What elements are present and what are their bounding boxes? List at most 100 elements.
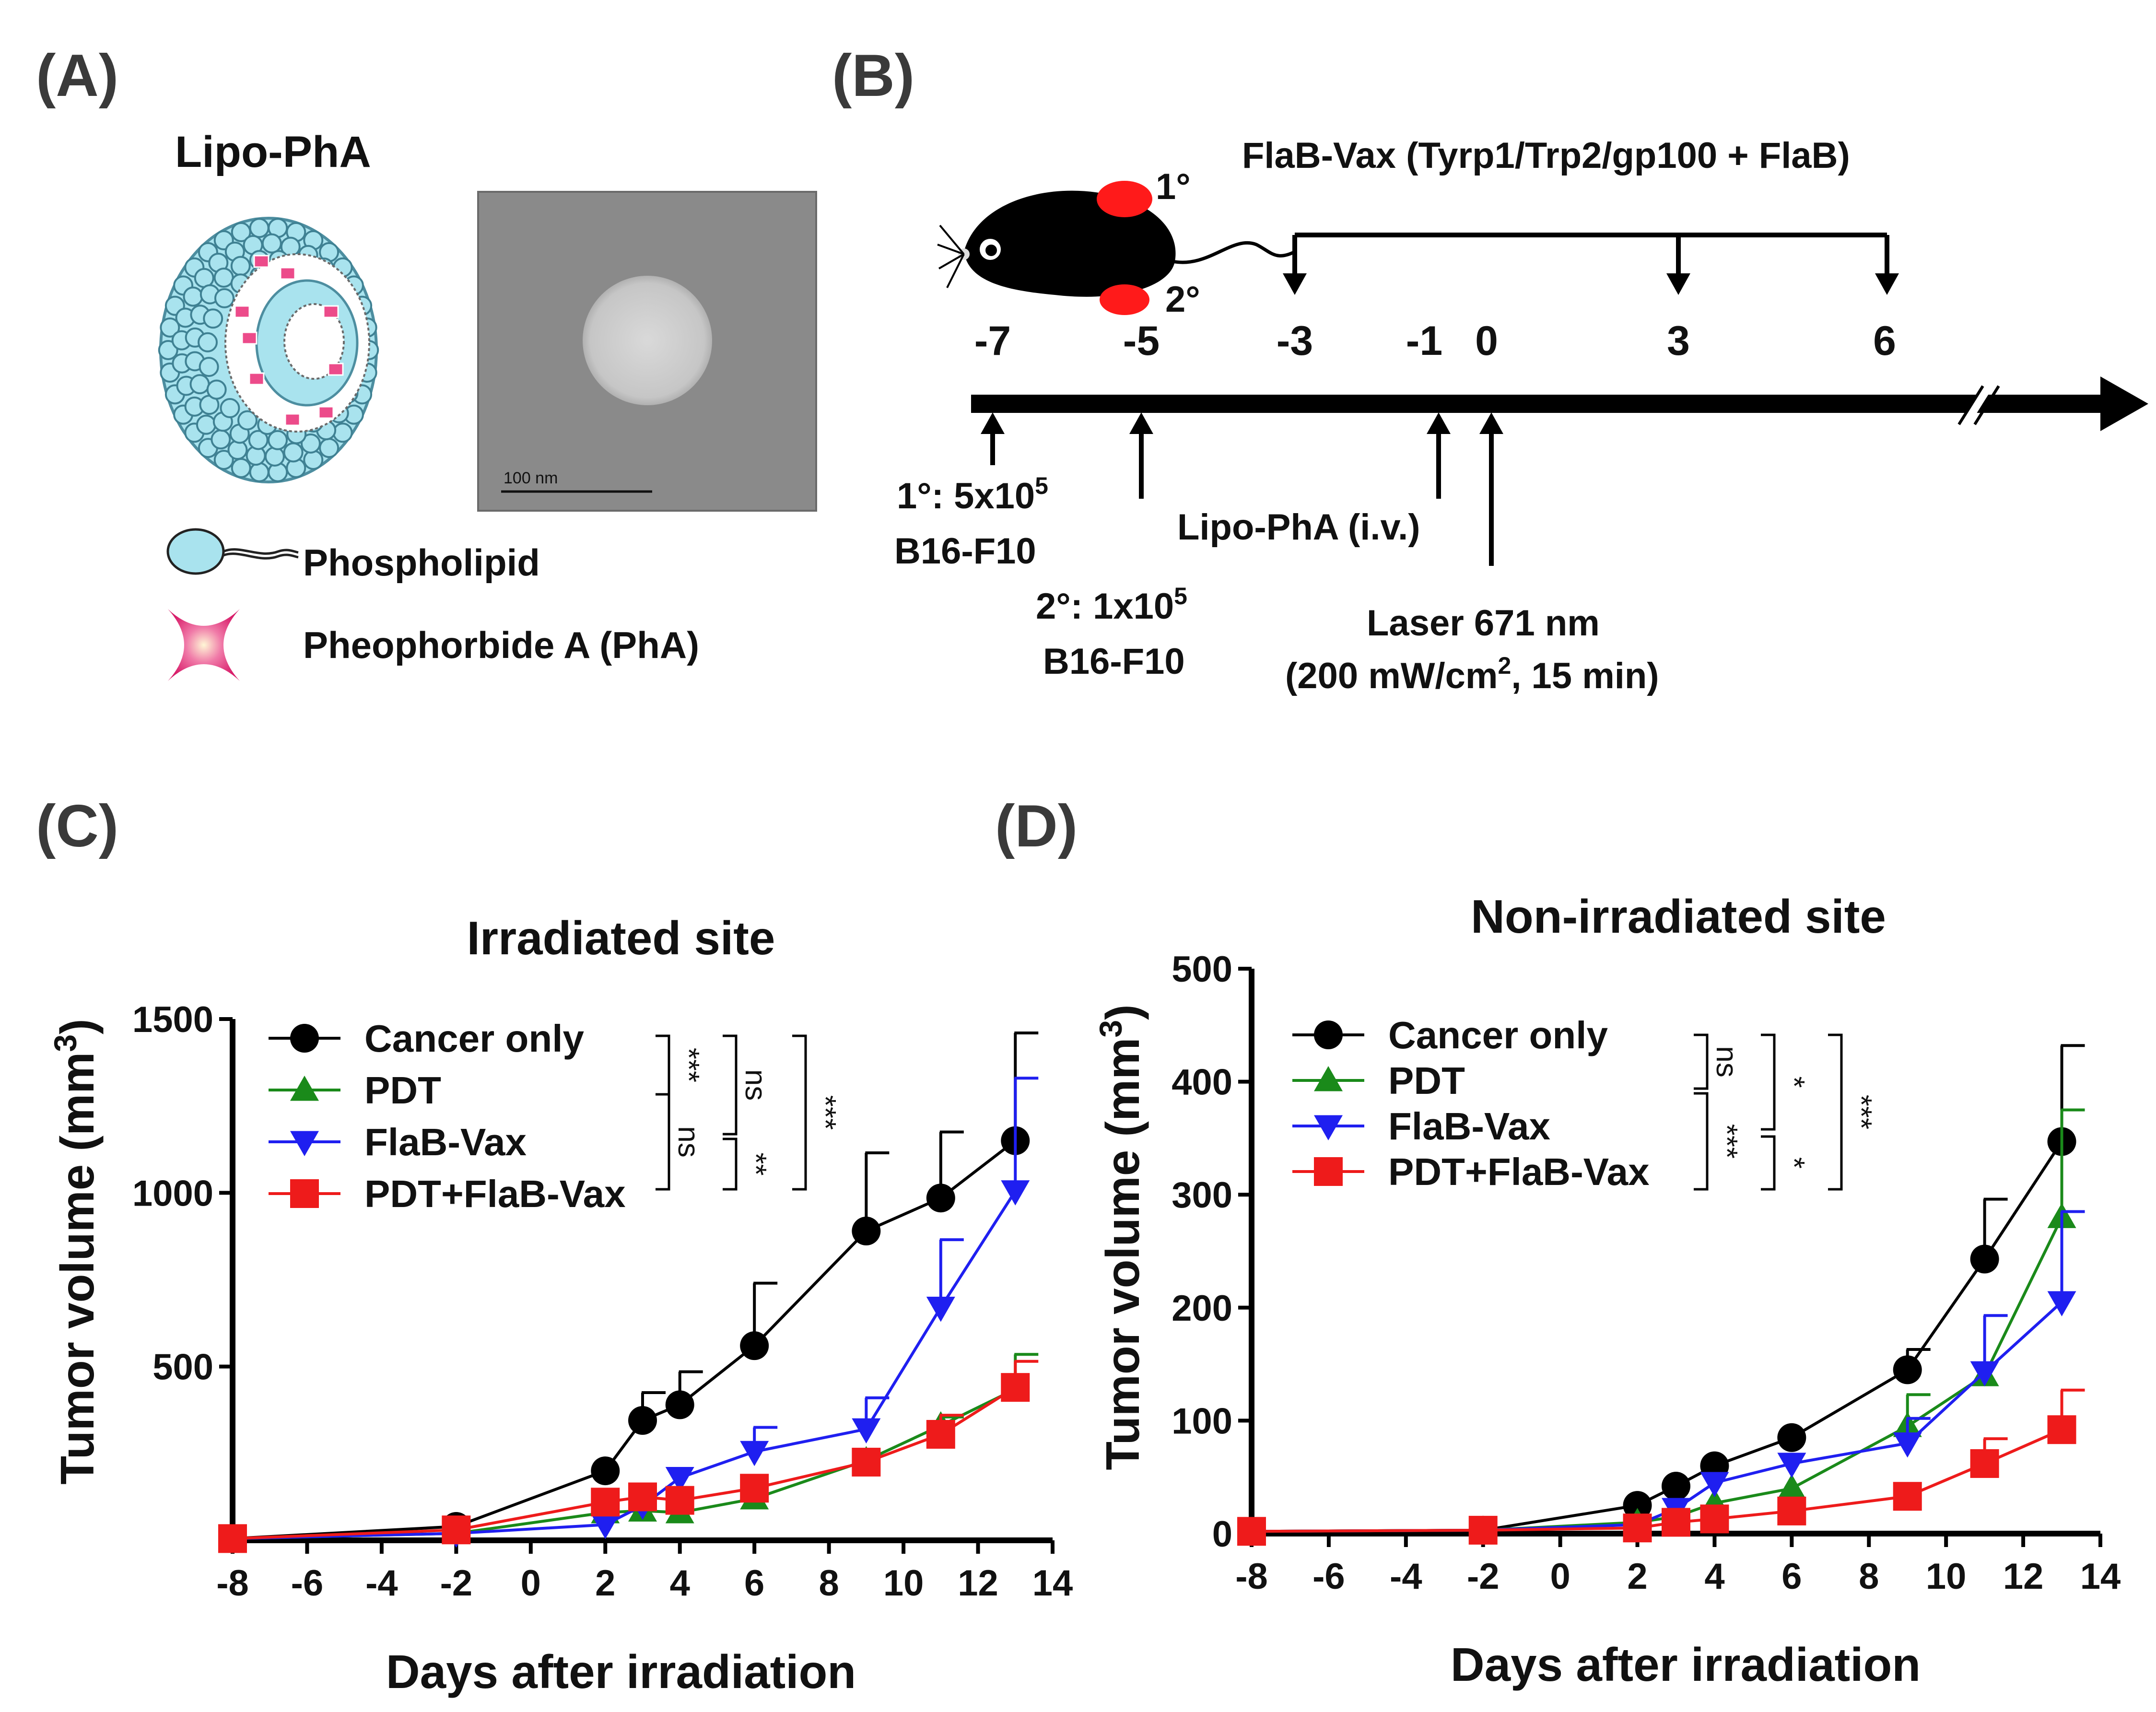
vaccination-arrows xyxy=(1283,233,1899,295)
y-tick-label: 100 xyxy=(1172,1401,1232,1442)
legend-label: Cancer only xyxy=(1388,1014,1608,1056)
legend-item: PDT xyxy=(1292,1059,1465,1102)
significance-bracket: ns xyxy=(656,1093,705,1191)
lipid-head xyxy=(283,442,304,463)
vaccine-label: FlaB-Vax (Tyrp1/Trp2/gp100 + FlaB) xyxy=(1242,135,1850,176)
legend-label: PDT+FlaB-Vax xyxy=(364,1173,626,1215)
data-point xyxy=(1700,1504,1729,1534)
significance-bracket: ns xyxy=(1694,1033,1743,1090)
significance-label: ns xyxy=(1710,1046,1743,1077)
y-tick-label: 200 xyxy=(1172,1288,1232,1329)
lipid-head xyxy=(261,233,282,254)
legend-marker xyxy=(1314,1115,1343,1140)
x-tick-label: 4 xyxy=(1704,1556,1724,1597)
significance-bracket: *** xyxy=(792,1034,842,1191)
significance-bracket: *** xyxy=(1694,1092,1743,1191)
data-point xyxy=(1970,1449,1999,1478)
legend-marker xyxy=(1314,1066,1343,1091)
panel-a: (A) Lipo-PhA 100 nm Phospholip xyxy=(36,43,817,681)
legend-item: FlaB-Vax xyxy=(1292,1105,1550,1148)
legend-item: Cancer only xyxy=(1292,1014,1608,1056)
pha-molecule xyxy=(318,406,334,419)
legend-marker xyxy=(290,1131,319,1156)
day-label: -3 xyxy=(1277,318,1313,364)
bracket-line xyxy=(656,1034,670,1096)
bracket-line xyxy=(1761,1135,1776,1191)
bracket-line xyxy=(723,1137,738,1191)
data-point xyxy=(740,1441,769,1466)
data-point xyxy=(1662,1472,1690,1501)
data-point xyxy=(665,1390,694,1419)
x-tick-label: 12 xyxy=(958,1563,998,1604)
legend-label: PDT+FlaB-Vax xyxy=(1388,1150,1650,1193)
lipid-head xyxy=(160,317,180,338)
primary-inoculation-label: 1°: 5x105 xyxy=(897,472,1048,516)
mouse-illustration: 1° 2° xyxy=(937,166,1296,320)
data-point xyxy=(2047,1415,2076,1444)
lipid-head xyxy=(249,462,270,482)
data-point xyxy=(926,1296,955,1322)
x-tick-label: 0 xyxy=(521,1563,541,1604)
chart-d-title: Non-irradiated site xyxy=(1471,890,1886,943)
data-point xyxy=(665,1486,694,1515)
primary-cell-line: B16-F10 xyxy=(894,531,1036,572)
data-point xyxy=(852,1217,881,1246)
bracket-line xyxy=(1761,1033,1776,1131)
legend-label: PDT xyxy=(1388,1059,1465,1102)
lipid-head xyxy=(268,430,288,450)
series-flab-vax xyxy=(218,1077,1039,1553)
lipid-head xyxy=(211,429,231,450)
data-point xyxy=(1468,1515,1498,1545)
pha-molecule xyxy=(234,305,250,318)
data-point xyxy=(591,1513,620,1539)
bracket-line xyxy=(723,1034,738,1136)
data-point xyxy=(2047,1291,2076,1317)
data-point xyxy=(1662,1508,1690,1537)
panel-c: (C) Irradiated site -8 -6 -4 -2 0 2 4 6 8 10 12 14 5… xyxy=(36,793,1073,1698)
lipid-head xyxy=(237,410,258,431)
data-point xyxy=(852,1447,881,1477)
legend-item: FlaB-Vax xyxy=(269,1121,527,1163)
chart-non-irradiated-site: -8 -6 -4 -2 0 2 4 6 8 10 12 14 0 100 200 300 400 500 Cance… xyxy=(1172,949,2121,1597)
x-tick-label: -6 xyxy=(291,1563,324,1604)
lipid-head xyxy=(332,422,353,443)
legend-item: PDT xyxy=(269,1069,441,1112)
data-point xyxy=(1623,1491,1652,1520)
secondary-inoculation-label: 2°: 1x105 xyxy=(1036,583,1187,627)
x-tick-label: -4 xyxy=(1390,1556,1422,1597)
y-tick-label: 300 xyxy=(1172,1175,1232,1216)
legend-item: Cancer only xyxy=(269,1017,584,1060)
lipid-head xyxy=(264,446,285,467)
lipid-head xyxy=(213,268,234,288)
data-point xyxy=(1777,1453,1806,1478)
lipid-head xyxy=(183,286,203,307)
tem-vesicle xyxy=(583,276,712,405)
legend-item: PDT+FlaB-Vax xyxy=(269,1173,626,1215)
significance-bracket: *** xyxy=(1828,1033,1877,1191)
data-point xyxy=(1777,1423,1806,1452)
pha-icon xyxy=(168,609,240,681)
panel-a-label: (A) xyxy=(36,43,118,109)
phospholipid-icon xyxy=(166,528,299,575)
legend-label: PDT xyxy=(364,1069,441,1112)
bracket-line xyxy=(792,1034,807,1191)
x-tick-label: 10 xyxy=(883,1563,924,1604)
data-point xyxy=(591,1456,620,1486)
x-tick-label: 8 xyxy=(1859,1556,1879,1597)
x-tick-label: 8 xyxy=(819,1563,839,1604)
pha-molecule xyxy=(323,305,339,318)
laser-label: Laser 671 nm xyxy=(1367,603,1600,644)
data-point xyxy=(926,1184,955,1213)
lipid-head xyxy=(300,433,321,454)
data-point xyxy=(665,1467,694,1492)
legend-pha: Pheophorbide A (PhA) xyxy=(303,624,699,666)
significance-label: ** xyxy=(739,1152,772,1175)
significance-label: *** xyxy=(1710,1124,1743,1159)
lipid-head xyxy=(214,288,234,308)
significance-label: ns xyxy=(739,1069,772,1101)
lipid-head xyxy=(203,308,223,329)
bracket-line xyxy=(1694,1033,1709,1090)
lipid-head xyxy=(248,430,269,450)
data-point xyxy=(740,1474,769,1503)
x-tick-label: -4 xyxy=(365,1563,398,1604)
